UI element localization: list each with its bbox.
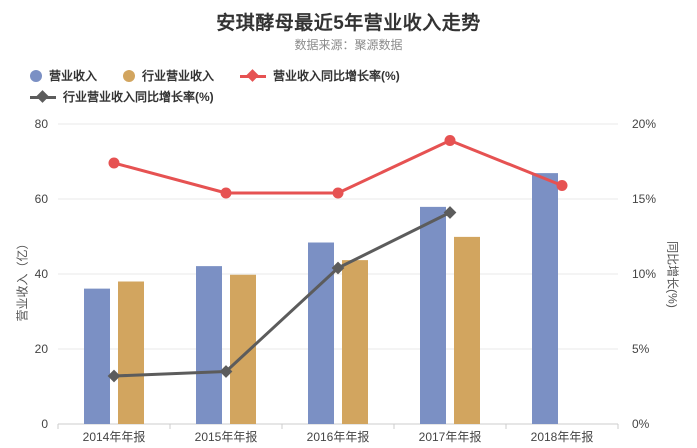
line-point-circle[interactable] [108,157,120,169]
line-point-diamond[interactable] [443,206,457,219]
legend-item-0-1[interactable]: 行业营业收入 [123,67,214,84]
right-axis-title: 同比增长(%) [665,241,680,308]
chart-subtitle: 数据来源：聚源数据 [294,38,403,52]
legend-line-diamond-marker-icon [240,68,267,82]
legend-label: 营业收入同比增长率(%) [273,69,400,83]
line-point-circle[interactable] [220,187,232,199]
bar-revenue[interactable] [532,173,558,424]
line-industry-growth [113,211,451,378]
left-axis-tick-label: 80 [35,117,49,131]
left-axis-tick-label: 40 [35,267,49,281]
legend-row-1: 行业营业收入同比增长率(%) [30,88,400,105]
right-axis-tick-label: 0% [632,417,650,431]
left-axis-tick-label: 60 [35,192,49,206]
line-point-circle[interactable] [444,135,456,146]
bar-revenue[interactable] [420,206,446,424]
right-axis-tick-label: 5% [632,342,650,356]
chart-title: 安琪酵母最近5年营业收入走势 [216,13,481,34]
right-axis-tick-label: 10% [632,267,656,281]
legend-label: 行业营业收入同比增长率(%) [63,90,214,104]
line-revenue-growth [113,139,563,195]
bar-industry-revenue[interactable] [454,236,480,424]
x-axis-category-label: 2016年年报 [307,429,370,444]
bar-industry-revenue[interactable] [342,260,368,424]
x-axis-category-label: 2017年年报 [419,429,482,444]
right-axis-tick-label: 20% [632,117,656,131]
line-point-circle[interactable] [332,187,344,199]
legend-line-diamond-marker-icon [30,89,56,103]
legend-item-0-0[interactable]: 营业收入 [30,67,97,84]
line-point-diamond[interactable] [107,369,121,383]
legend-item-1-0[interactable]: 行业营业收入同比增长率(%) [30,88,214,105]
right-axis-tick-label: 15% [632,192,656,206]
legend-circle-marker-icon [123,69,136,82]
legend-label: 行业营业收入 [142,69,215,83]
bar-revenue[interactable] [196,266,222,424]
legend-item-0-2[interactable]: 营业收入同比增长率(%) [240,67,400,84]
bar-industry-revenue[interactable] [118,281,144,425]
x-axis-category-label: 2015年年报 [195,429,258,444]
legend-row-0: 营业收入 行业营业收入 营业收入同比增长率(%) [30,67,400,84]
legend-label: 营业收入 [49,69,98,83]
legend: 营业收入 行业营业收入 营业收入同比增长率(%) 行业营业收入同比增长率(%) [30,67,400,105]
x-axis-category-label: 2014年年报 [83,429,146,444]
line-point-diamond[interactable] [331,261,345,275]
left-axis-title: 营业收入（亿） [15,237,30,322]
legend-circle-marker-icon [30,69,42,82]
left-axis-tick-label: 0 [41,417,48,431]
line-point-circle[interactable] [556,180,568,191]
line-point-diamond[interactable] [219,365,233,378]
bar-revenue[interactable] [308,242,334,425]
bar-revenue[interactable] [84,288,110,424]
x-axis-category-label: 2018年年报 [531,429,594,444]
left-axis-tick-label: 20 [35,342,49,356]
